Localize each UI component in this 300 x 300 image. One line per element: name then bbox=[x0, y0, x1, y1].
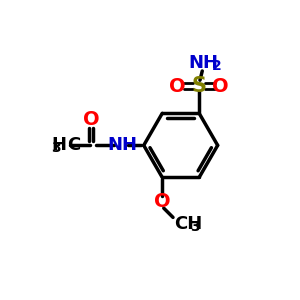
Text: H: H bbox=[51, 136, 66, 154]
Text: O: O bbox=[154, 193, 170, 211]
Text: 3: 3 bbox=[190, 220, 200, 234]
Text: O: O bbox=[212, 77, 229, 96]
Text: CH: CH bbox=[175, 214, 203, 232]
Text: 2: 2 bbox=[212, 59, 222, 74]
Text: 3: 3 bbox=[51, 141, 61, 155]
Text: O: O bbox=[169, 77, 186, 96]
Text: S: S bbox=[192, 76, 207, 96]
Text: NH: NH bbox=[188, 54, 218, 72]
Text: NH: NH bbox=[107, 136, 137, 154]
Text: C: C bbox=[68, 136, 81, 154]
Text: O: O bbox=[83, 110, 100, 129]
